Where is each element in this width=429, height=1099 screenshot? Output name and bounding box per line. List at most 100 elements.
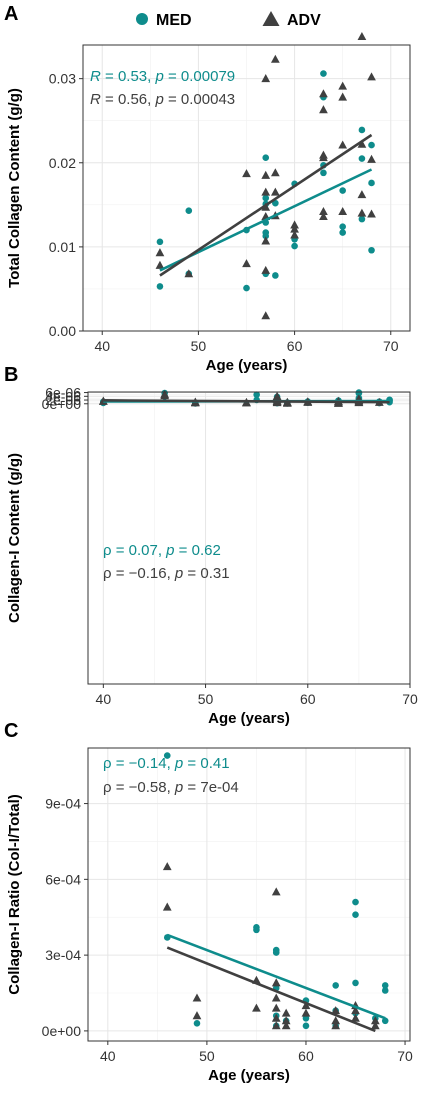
point-med xyxy=(368,179,375,187)
legend-med-marker xyxy=(136,13,148,25)
fit-line-adv xyxy=(166,946,376,1033)
y-tick-label: 4e-06 xyxy=(45,388,81,404)
y-tick-label: 0.02 xyxy=(49,155,76,171)
point-adv xyxy=(319,89,328,98)
y-tick-label: 0e+00 xyxy=(42,396,82,412)
panel-a-y-axis-title: Total Collagen Content (g/g) xyxy=(6,88,23,288)
point-adv xyxy=(271,1013,281,1022)
y-tick-label: 6e-04 xyxy=(45,871,81,887)
point-adv xyxy=(271,887,281,896)
point-adv xyxy=(192,1011,202,1020)
panel-a-grid xyxy=(83,45,410,332)
point-adv xyxy=(271,1003,281,1012)
point-med xyxy=(381,1017,389,1025)
point-adv xyxy=(261,236,271,245)
point-med xyxy=(352,979,359,987)
point-adv xyxy=(155,260,165,269)
annotation-part: = 0.62 xyxy=(175,542,221,559)
panel-b-frame xyxy=(87,391,411,685)
point-adv xyxy=(357,190,367,199)
annotation-part: = 0.56, xyxy=(101,91,156,108)
annotation-part: p xyxy=(174,565,183,582)
x-tick-label: 60 xyxy=(298,1048,314,1064)
panel-a-x-axis-title: Age (years) xyxy=(206,357,288,374)
x-tick-label: 70 xyxy=(383,338,399,354)
annotation-part: ρ = −0.14, xyxy=(103,755,175,772)
legend-adv-label: ADV xyxy=(287,12,321,29)
x-tick-label: 50 xyxy=(199,1048,215,1064)
point-adv xyxy=(301,1001,311,1010)
point-med xyxy=(352,911,359,919)
x-tick-label: 70 xyxy=(397,1048,413,1064)
point-adv xyxy=(261,74,271,83)
x-tick-label: 50 xyxy=(198,691,214,707)
x-tick-label: 40 xyxy=(100,1048,116,1064)
y-tick-label: 6e-06 xyxy=(45,385,81,401)
panel-c-annotation-adv: ρ = −0.58, p = 7e-04 xyxy=(103,779,239,796)
point-adv xyxy=(338,206,348,216)
annotation-part: = 0.00043 xyxy=(164,91,235,108)
point-adv xyxy=(261,187,271,196)
panel-a-x-ticks: 40 50 60 70 xyxy=(94,331,399,354)
point-adv xyxy=(357,139,367,148)
annotation-part: = 0.00079 xyxy=(164,68,235,85)
point-med xyxy=(381,987,389,994)
panel-c-y-ticks: 0e+00 3e-04 6e-04 9e-04 xyxy=(42,796,88,1039)
annotation-part: = 0.53, xyxy=(101,68,156,85)
panel-c-points xyxy=(162,752,389,1033)
panel-a-annotation-adv: R = 0.56, p = 0.00043 xyxy=(90,91,235,108)
point-adv xyxy=(319,153,328,162)
panel-c-annotation-med: ρ = −0.14, p = 0.41 xyxy=(103,755,230,772)
point-med xyxy=(381,982,389,989)
annotation-part: ρ = 0.07, xyxy=(103,542,166,559)
panel-a-annotation-med: R = 0.53, p = 0.00079 xyxy=(90,68,235,85)
point-med xyxy=(339,187,346,194)
panel-b-annotation-med: ρ = 0.07, p = 0.62 xyxy=(103,542,221,559)
panel-b-x-axis-title: Age (years) xyxy=(208,710,290,727)
annotation-part: p xyxy=(165,542,174,559)
point-med xyxy=(291,242,298,250)
point-med xyxy=(358,126,366,134)
point-med xyxy=(262,154,270,162)
point-med xyxy=(332,982,339,989)
annotation-part: p xyxy=(174,779,183,796)
panel-c-letter: C xyxy=(4,720,18,742)
panel-a-points xyxy=(155,31,376,320)
point-adv xyxy=(155,248,165,257)
point-adv xyxy=(261,311,271,320)
panel-c-frame xyxy=(87,747,411,1042)
annotation-part: ρ = −0.16, xyxy=(103,565,175,582)
point-adv xyxy=(281,1021,291,1030)
annotation-part: R xyxy=(90,68,101,85)
point-adv xyxy=(367,154,376,163)
point-med xyxy=(262,232,270,240)
panel-b-letter: B xyxy=(4,364,18,386)
x-tick-label: 40 xyxy=(94,338,110,354)
fit-line-adv xyxy=(103,399,390,404)
point-med xyxy=(163,752,171,759)
legend-med-label: MED xyxy=(156,12,192,29)
annotation-part: R xyxy=(90,91,101,108)
point-med xyxy=(253,926,260,934)
panel-c-y-axis-title: Collagen-I Ratio (Col-I/Total) xyxy=(6,794,23,995)
point-adv xyxy=(184,269,194,278)
annotation-part: p xyxy=(154,68,163,85)
point-adv xyxy=(370,1021,380,1030)
y-tick-label: 0.01 xyxy=(49,239,76,255)
annotation-part: = 0.31 xyxy=(183,565,229,582)
legend: MED ADV xyxy=(136,11,321,29)
point-med xyxy=(243,284,250,292)
y-tick-label: 0e+00 xyxy=(42,1023,82,1039)
point-adv xyxy=(162,862,172,871)
point-adv xyxy=(367,209,376,218)
point-med xyxy=(320,169,327,177)
panel-b-grid xyxy=(88,392,411,684)
point-med xyxy=(253,391,260,399)
point-adv xyxy=(261,265,271,274)
point-adv xyxy=(290,230,299,239)
x-tick-label: 40 xyxy=(96,691,112,707)
panel-b-annotation-adv: ρ = −0.16, p = 0.31 xyxy=(103,565,230,582)
x-tick-label: 60 xyxy=(287,338,303,354)
point-adv xyxy=(301,1008,311,1017)
